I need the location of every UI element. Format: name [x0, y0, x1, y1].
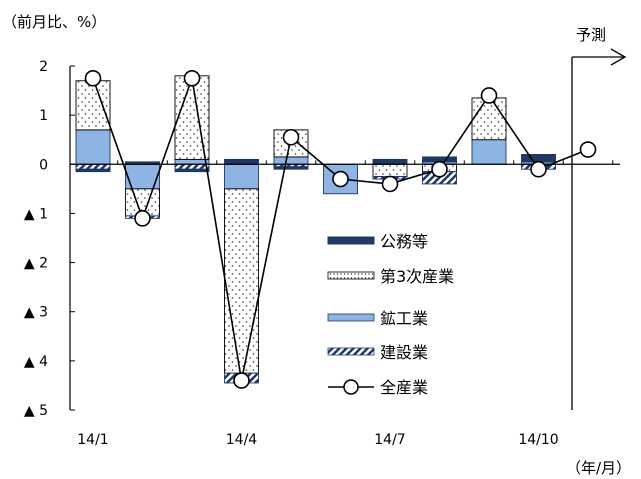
legend-item-total: 全産業	[328, 378, 428, 397]
total-line-path	[92, 78, 589, 381]
x-tick-label-3: 14/10	[518, 432, 558, 448]
bar-segment-3-0	[75, 163, 111, 170]
legend-swatch-construction	[327, 347, 375, 356]
legend-label-construction: 建設業	[380, 343, 428, 362]
y-unit-label: （前月比、%）	[2, 13, 106, 31]
forecast-label: 予測	[576, 26, 606, 44]
total-point-6	[381, 175, 399, 193]
bar-segment-2-3	[224, 163, 259, 190]
bar-segment-0-3	[224, 158, 259, 165]
legend-swatch-mining	[327, 313, 375, 322]
total-point-2	[183, 69, 201, 87]
total-point-7	[431, 160, 448, 178]
total-point-5	[332, 170, 349, 188]
legend-marker-total	[343, 379, 359, 395]
x-unit-label: （年/月）	[566, 459, 631, 477]
total-point-10	[579, 141, 597, 158]
y-tick-label-5: ▲ 3	[24, 305, 48, 321]
total-line	[84, 69, 597, 389]
total-point-0	[84, 69, 102, 87]
total-point-4	[282, 128, 300, 146]
total-point-3	[233, 372, 250, 389]
bar-segment-0-2	[174, 168, 210, 173]
x-tick-label-0: 14/1	[77, 432, 108, 448]
bar-segment-2-0	[75, 129, 111, 165]
legend: 公務等 第3次産業 鉱工業 建設業 全産業	[327, 232, 454, 397]
legend-label-tertiary: 第3次産業	[380, 267, 454, 286]
x-tick-label-1: 14/4	[226, 432, 258, 448]
y-tick-label-1: 1	[39, 108, 48, 124]
bar-segment-3-2	[174, 163, 210, 170]
y-tick-label-3: ▲ 1	[24, 206, 48, 222]
legend-label-mining: 鉱工業	[380, 309, 428, 328]
bar-segment-2-4	[273, 156, 309, 165]
legend-swatch-tertiary	[327, 271, 375, 280]
legend-item-construction: 建設業	[327, 343, 428, 362]
forecast-arrow	[571, 48, 627, 410]
legend-item-koumu: 公務等	[327, 232, 428, 251]
legend-swatch-koumu	[327, 236, 375, 245]
legend-label-koumu: 公務等	[380, 232, 428, 251]
y-tick-label-2: 0	[39, 157, 48, 173]
y-tick-labels: 2 1 0 ▲ 1 ▲ 2 ▲ 3 ▲ 4 ▲ 5	[24, 59, 48, 419]
legend-item-tertiary: 第3次産業	[327, 267, 454, 286]
y-tick-label-7: ▲ 5	[24, 403, 48, 419]
bar-segment-0-6	[372, 158, 408, 165]
bar-segment-2-2	[174, 158, 210, 165]
bar-segment-1-0	[75, 80, 111, 131]
total-point-1	[134, 210, 151, 227]
bar-segment-0-0	[75, 168, 111, 173]
bar-segment-2-8	[471, 139, 507, 165]
bar-segment-1-3	[224, 188, 259, 374]
y-tick-label-4: ▲ 2	[24, 256, 48, 272]
bar-segment-0-4	[273, 166, 309, 170]
legend-label-total: 全産業	[380, 378, 428, 397]
bar-segment-1-8	[471, 97, 507, 141]
bar-segment-1-6	[372, 163, 408, 178]
bars	[75, 75, 556, 384]
y-tick-label-6: ▲ 4	[24, 354, 48, 370]
bar-segment-0-9	[521, 154, 556, 163]
total-point-8	[480, 87, 498, 104]
total-point-9	[530, 160, 547, 178]
x-tick-labels: 14/1 14/4 14/7 14/10	[77, 432, 558, 448]
y-tick-label-0: 2	[39, 59, 48, 75]
x-tick-label-2: 14/7	[374, 432, 405, 448]
legend-item-mining: 鉱工業	[327, 309, 428, 328]
